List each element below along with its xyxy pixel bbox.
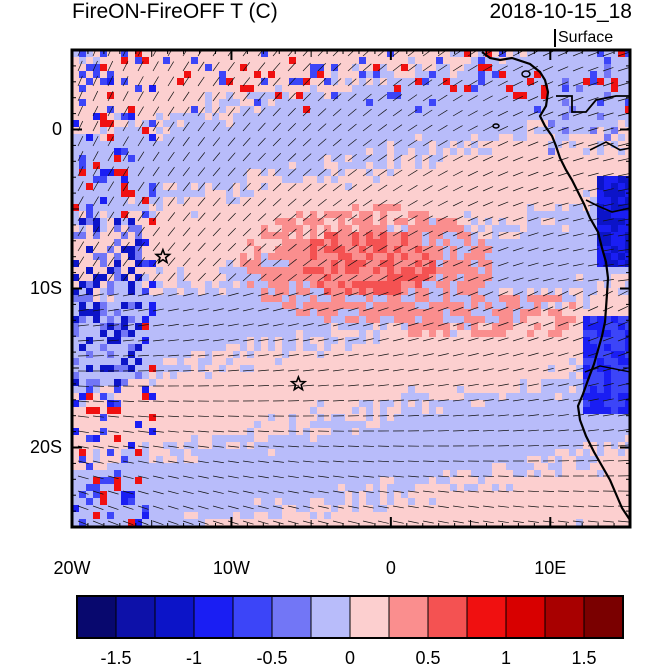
colorbar-label: 1 [501, 648, 511, 669]
lon-tick-label: 10W [213, 558, 250, 579]
lon-tick-label: 0 [386, 558, 396, 579]
colorbar-swatch [428, 596, 467, 638]
colorbar-swatch [233, 596, 272, 638]
colorbar-swatch [116, 596, 155, 638]
colorbar-label: -1.5 [100, 648, 131, 669]
lat-tick-label: 10S [30, 278, 62, 299]
colorbar-swatch [194, 596, 233, 638]
colorbar-label: -0.5 [256, 648, 287, 669]
colorbar-label: 0 [345, 648, 355, 669]
colorbar-label: 0.5 [415, 648, 440, 669]
colorbar-swatch [311, 596, 350, 638]
colorbar-swatch [389, 596, 428, 638]
temperature-field [72, 50, 632, 533]
colorbar-label: -1 [186, 648, 202, 669]
colorbar-swatch [272, 596, 311, 638]
colorbar-swatch [350, 596, 389, 638]
colorbar-swatch [545, 596, 584, 638]
lon-tick-label: 10E [534, 558, 566, 579]
lat-tick-label: 20S [30, 437, 62, 458]
colorbar-swatch [506, 596, 545, 638]
colorbar-swatch [155, 596, 194, 638]
colorbar-swatch [467, 596, 506, 638]
lat-tick-label: 0 [52, 119, 62, 140]
colorbar-swatch [77, 596, 116, 638]
colorbar-swatch [584, 596, 623, 638]
lon-tick-label: 20W [53, 558, 90, 579]
colorbar [77, 596, 623, 638]
colorbar-label: 1.5 [571, 648, 596, 669]
